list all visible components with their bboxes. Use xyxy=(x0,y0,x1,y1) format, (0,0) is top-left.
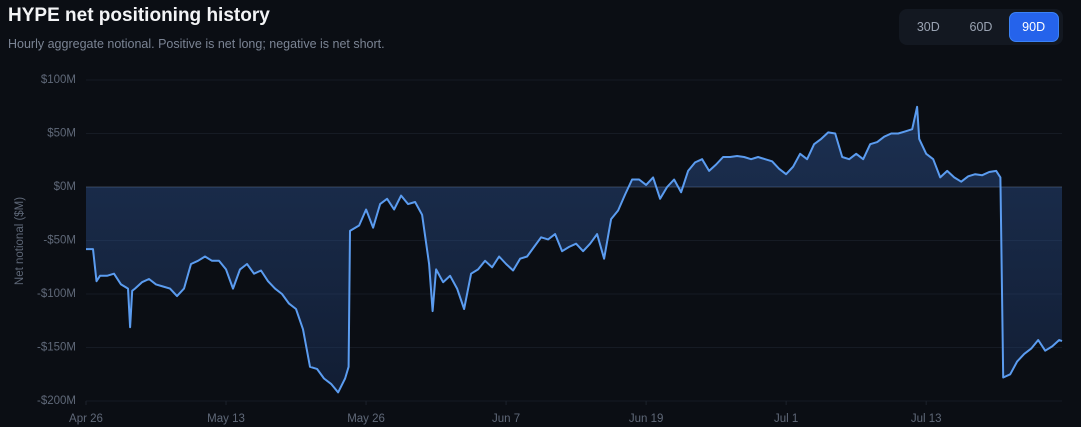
line xyxy=(86,105,1063,394)
chart-title: HYPE net positioning history xyxy=(8,5,270,26)
x-tick-label: May 13 xyxy=(207,413,245,425)
x-tick-label: Jun 19 xyxy=(629,413,664,425)
y-tick-label: $0M xyxy=(54,181,76,193)
y-axis-title: Net notional ($M) xyxy=(14,197,26,285)
y-tick-label: -$200M xyxy=(37,395,76,407)
x-tick-label: Jul 13 xyxy=(911,413,942,425)
y-tick-label: -$50M xyxy=(43,235,76,247)
range-button[interactable]: 30D xyxy=(916,20,940,34)
x-tick-label: Jul 1 xyxy=(774,413,798,425)
range-button[interactable]: 60D xyxy=(969,20,993,34)
x-tick-label: May 26 xyxy=(347,413,385,425)
y-tick-label: $50M xyxy=(47,128,76,140)
x-tick-label: Jun 7 xyxy=(492,413,520,425)
range-selector: 30D 60D 90D xyxy=(899,9,1063,45)
y-tick-label: -$100M xyxy=(37,288,76,300)
chart-subtitle: Hourly aggregate notional. Positive is n… xyxy=(8,37,385,51)
area-fill xyxy=(86,106,1062,393)
y-tick-label: -$150M xyxy=(37,342,76,354)
x-tick-label: Apr 26 xyxy=(69,413,103,425)
y-tick-label: $100M xyxy=(41,74,76,86)
range-button[interactable]: 90D xyxy=(1009,13,1058,41)
